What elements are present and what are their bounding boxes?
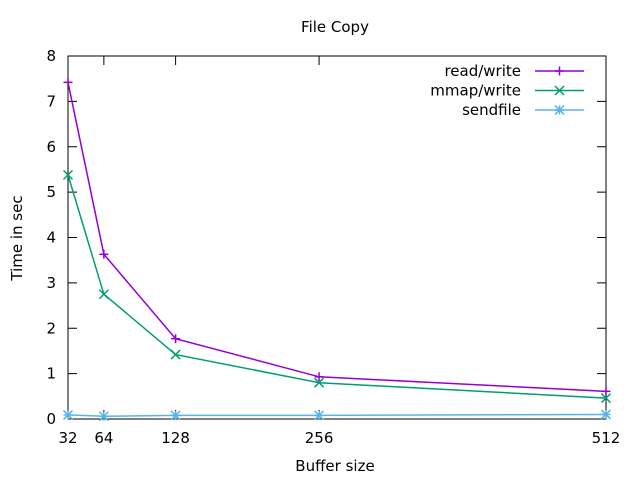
data-point xyxy=(98,289,109,300)
y-tick-label: 2 xyxy=(46,319,56,337)
axes xyxy=(67,55,607,420)
legend-label: mmap/write xyxy=(430,82,521,100)
marker-stroke xyxy=(170,410,181,421)
y-tick-label: 5 xyxy=(46,183,56,201)
data-point xyxy=(314,410,325,421)
data-point xyxy=(314,372,324,382)
data-point xyxy=(600,393,612,404)
data-point xyxy=(99,249,109,259)
series-line-mmap-write xyxy=(67,174,607,399)
marker-stroke xyxy=(554,104,565,116)
data-point xyxy=(601,386,611,396)
y-tick-label: 7 xyxy=(46,92,56,110)
chart-title: File Copy xyxy=(301,18,369,36)
marker-stroke xyxy=(314,410,325,421)
data-point xyxy=(62,169,74,180)
data-point xyxy=(600,409,612,420)
marker-stroke xyxy=(98,289,109,300)
marker-stroke xyxy=(554,85,565,96)
data-point xyxy=(170,349,181,360)
legend-marker xyxy=(554,85,565,96)
data-point xyxy=(170,410,181,421)
marker-stroke xyxy=(62,409,74,420)
x-tick-label: 256 xyxy=(305,429,334,447)
y-tick-label: 0 xyxy=(46,410,56,428)
marker-stroke xyxy=(98,411,109,422)
y-tick-label: 8 xyxy=(46,47,56,65)
y-axis-label: Time in sec xyxy=(8,195,26,281)
data-point xyxy=(98,411,109,422)
data-point xyxy=(314,377,325,388)
x-tick-label: 512 xyxy=(592,429,621,447)
data-point xyxy=(63,77,73,87)
plot-frame xyxy=(67,55,607,420)
legend-marker xyxy=(555,66,564,76)
marker-stroke xyxy=(600,393,612,404)
x-tick-label: 32 xyxy=(58,429,77,447)
data-point xyxy=(171,334,181,344)
x-axis-label: Buffer size xyxy=(295,457,374,475)
marker-stroke xyxy=(62,169,74,180)
series-line-sendfile xyxy=(67,413,607,418)
legend-marker xyxy=(554,104,565,116)
ticks: 0 1 2 3 4 5 6 7 8 32 64 128 256 512 xyxy=(46,47,620,447)
x-tick-label: 128 xyxy=(161,429,190,447)
y-tick-label: 4 xyxy=(46,229,56,247)
series-line-read-write xyxy=(67,82,607,393)
legend-label: read/write xyxy=(444,62,521,80)
y-tick-label: 3 xyxy=(46,274,56,292)
y-tick-label: 6 xyxy=(46,138,56,156)
series-lines xyxy=(62,77,612,422)
x-tick-label: 64 xyxy=(94,429,113,447)
legend-label: sendfile xyxy=(462,101,521,119)
data-point xyxy=(62,409,74,420)
marker-stroke xyxy=(600,409,612,420)
marker-stroke xyxy=(170,349,181,360)
y-tick-label: 1 xyxy=(46,365,56,383)
marker-stroke xyxy=(314,377,325,388)
